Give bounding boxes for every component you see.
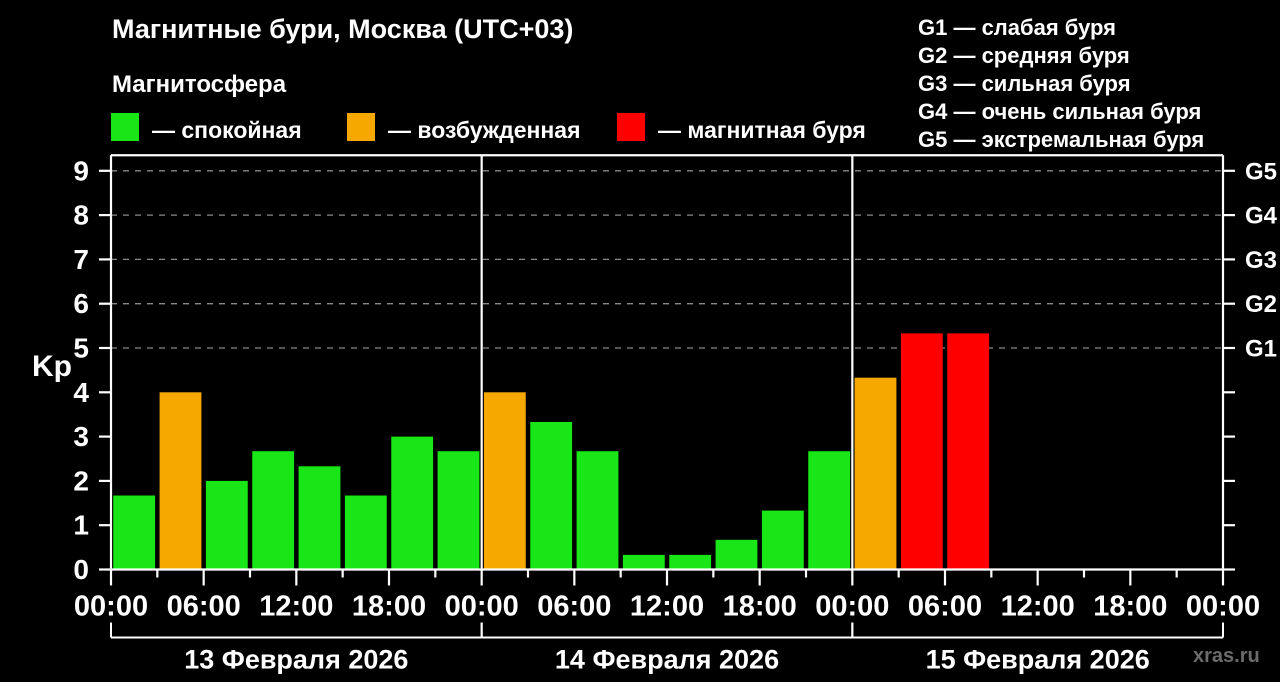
svg-text:15 Февраля 2026: 15 Февраля 2026 <box>926 645 1150 675</box>
svg-text:14 Февраля 2026: 14 Февраля 2026 <box>555 645 779 675</box>
svg-text:13 Февраля 2026: 13 Февраля 2026 <box>184 645 408 675</box>
